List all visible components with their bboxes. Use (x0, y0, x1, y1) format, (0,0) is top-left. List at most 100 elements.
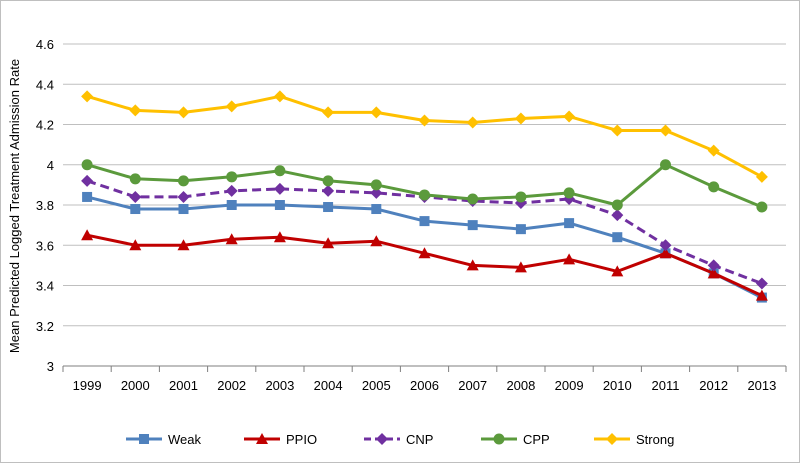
data-point-strong (611, 124, 624, 137)
data-point-cpp (563, 187, 575, 199)
data-point-cnp (225, 184, 238, 197)
legend-label: CPP (523, 432, 550, 447)
data-point-weak (82, 191, 93, 202)
y-tick-label: 3.6 (36, 238, 54, 253)
data-point-cpp (515, 191, 527, 203)
data-point-cpp (370, 179, 382, 191)
data-point-strong (225, 100, 238, 113)
x-tick-label: 2013 (747, 378, 776, 393)
data-point-cpp (419, 189, 430, 201)
data-point-weak (226, 200, 237, 210)
data-point-ppio (81, 229, 94, 241)
data-point-cpp (178, 175, 189, 187)
x-tick-label: 2010 (603, 378, 632, 393)
x-tick-label: 2012 (699, 378, 728, 393)
data-point-strong (81, 90, 94, 103)
data-point-weak (130, 204, 141, 215)
x-tick-label: 2000 (121, 378, 150, 393)
data-point-weak (564, 218, 575, 229)
legend-label: CNP (406, 432, 433, 447)
data-point-cpp (226, 171, 238, 183)
data-point-cpp (274, 165, 286, 177)
x-tick-label: 2007 (458, 378, 487, 393)
y-tick-label: 3.2 (36, 319, 54, 334)
series-ppio (81, 229, 768, 301)
y-tick-label: 4 (47, 158, 54, 173)
legend-item-strong: Strong (594, 432, 674, 447)
data-point-strong (466, 116, 479, 129)
data-point-cpp (611, 199, 623, 211)
data-point-weak (371, 204, 382, 215)
y-tick-label: 4.2 (36, 118, 54, 133)
data-point-cnp (177, 190, 190, 203)
data-point-weak (178, 204, 189, 215)
data-point-ppio (611, 265, 624, 277)
data-point-ppio (707, 267, 720, 279)
data-point-ppio (755, 289, 768, 301)
data-point-cnp (129, 190, 142, 203)
data-point-cnp (322, 184, 335, 197)
legend-item-cpp: CPP (481, 432, 550, 447)
data-point-ppio (466, 259, 479, 271)
data-point-ppio (129, 239, 142, 251)
legend-item-weak: Weak (126, 432, 201, 447)
x-tick-label: 1999 (73, 378, 102, 393)
legend-item-cnp: CNP (364, 432, 433, 447)
gridlines (63, 43, 786, 327)
legend-marker (139, 434, 149, 444)
x-tick-label: 2011 (652, 378, 680, 393)
data-point-strong (514, 112, 527, 125)
data-point-cnp (659, 239, 672, 252)
data-point-ppio (225, 233, 238, 245)
data-point-ppio (370, 235, 383, 247)
legend-marker (493, 433, 505, 445)
data-point-ppio (177, 239, 190, 251)
y-tick-label: 3.4 (36, 279, 54, 294)
y-tick-label: 3 (47, 359, 54, 374)
data-point-cpp (756, 201, 768, 213)
y-tick-label: 4.6 (36, 37, 54, 52)
data-point-strong (322, 106, 335, 119)
data-point-ppio (418, 247, 431, 259)
data-point-cpp (129, 173, 141, 185)
data-point-strong (177, 106, 190, 119)
data-point-cpp (467, 193, 479, 205)
legend-label: Strong (636, 432, 674, 447)
data-point-weak (467, 220, 478, 231)
data-point-cpp (660, 159, 671, 171)
data-point-cnp (755, 277, 768, 290)
data-point-cpp (708, 181, 720, 193)
x-tick-label: 2003 (265, 378, 294, 393)
legend-label: PPIO (286, 432, 317, 447)
data-point-ppio (273, 231, 286, 243)
legend-marker (606, 433, 618, 445)
data-point-strong (418, 114, 431, 127)
legend-item-ppio: PPIO (244, 432, 317, 447)
data-point-weak (419, 216, 430, 227)
x-tick-label: 2002 (217, 378, 246, 393)
data-point-cnp (707, 259, 720, 272)
legend-marker (376, 433, 388, 445)
x-tick-label: 2006 (410, 378, 439, 393)
y-tick-label: 3.8 (36, 198, 54, 213)
data-point-ppio (563, 253, 576, 265)
x-tick-label: 2009 (555, 378, 584, 393)
y-axis-label: Mean Predicted Logged Treatment Admissio… (7, 59, 22, 353)
data-point-ppio (659, 247, 672, 259)
data-point-strong (659, 124, 672, 137)
data-point-strong (563, 110, 576, 123)
data-point-strong (129, 104, 142, 117)
data-point-strong (273, 90, 286, 103)
series-cpp (81, 159, 768, 213)
legend-label: Weak (168, 432, 201, 447)
data-point-cpp (322, 175, 334, 187)
data-point-cnp (370, 186, 383, 199)
data-point-weak (323, 202, 334, 213)
y-tick-label: 4.4 (36, 77, 54, 92)
series-layer (81, 90, 768, 303)
data-point-cnp (81, 174, 94, 187)
data-point-strong (370, 106, 383, 119)
data-point-ppio (322, 237, 335, 249)
